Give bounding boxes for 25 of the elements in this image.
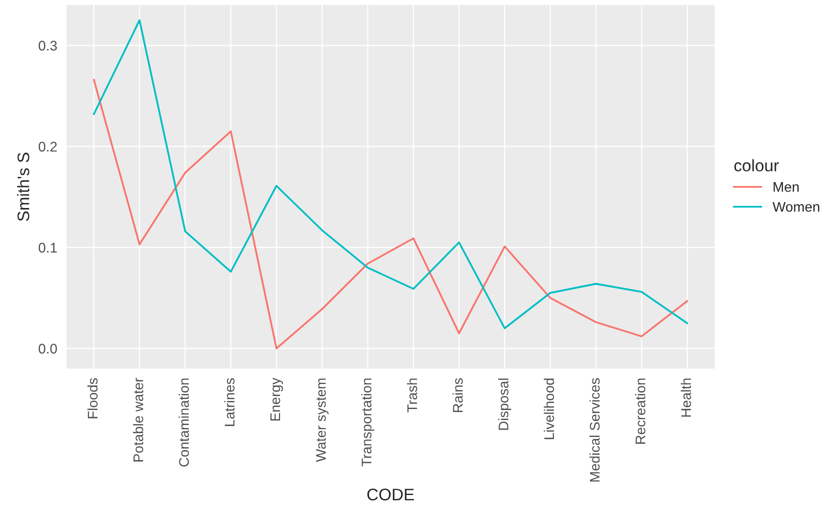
x-tick-label: Rains (452, 378, 463, 412)
x-tick-label: Recreation (635, 378, 646, 444)
x-tick-label: Trash (406, 378, 418, 412)
x-tick-label: Contamination (178, 378, 189, 467)
legend-title: colour (734, 159, 779, 172)
x-tick-label: Water system (316, 378, 329, 462)
y-axis-title: Smith's S (17, 152, 30, 222)
x-tick-label: Energy (270, 378, 283, 421)
x-tick-label: Latrines (224, 378, 235, 426)
x-tick-label: Disposal (498, 378, 512, 430)
x-tick-label: Medical Services (590, 378, 600, 482)
line-series (92, 78, 688, 350)
x-axis-title: CODE (367, 488, 414, 500)
x-tick-label: Livelihood (544, 378, 554, 440)
y-tick-label: 0.1 (38, 242, 57, 253)
x-tick-label: Floods (87, 378, 98, 418)
y-tick-label: 0.0 (38, 344, 57, 354)
x-tick-label: Health (680, 378, 691, 417)
legend-label: Men (774, 182, 799, 192)
x-tick-label: Potable water (133, 378, 144, 462)
y-tick-label: 0.2 (38, 142, 57, 152)
legend-label: Women (772, 202, 820, 212)
y-tick-label: 0.3 (38, 40, 57, 51)
line-series (92, 19, 688, 330)
x-tick-label: Transportation (361, 378, 374, 466)
